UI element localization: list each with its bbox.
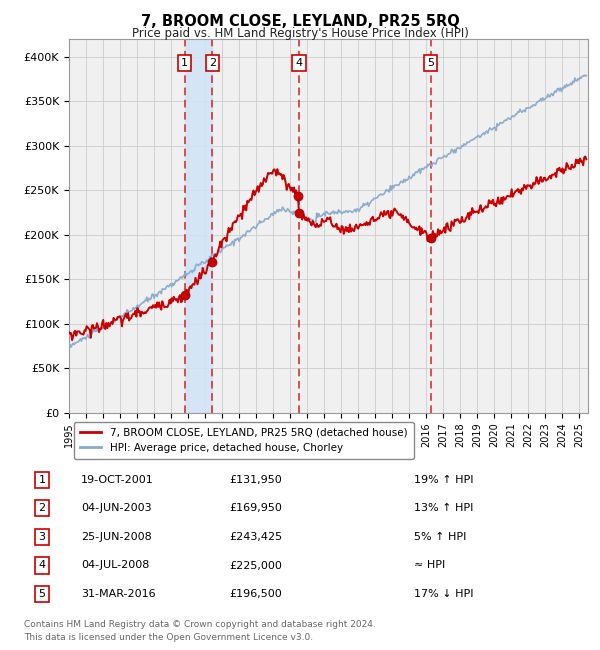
Text: 3: 3 bbox=[38, 532, 46, 542]
Text: 1: 1 bbox=[38, 474, 46, 485]
Text: 25-JUN-2008: 25-JUN-2008 bbox=[81, 532, 152, 542]
Text: 31-MAR-2016: 31-MAR-2016 bbox=[81, 589, 155, 599]
Text: 04-JUN-2003: 04-JUN-2003 bbox=[81, 503, 152, 514]
Text: 5: 5 bbox=[38, 589, 46, 599]
Text: £196,500: £196,500 bbox=[229, 589, 282, 599]
Text: £243,425: £243,425 bbox=[229, 532, 282, 542]
Text: 5% ↑ HPI: 5% ↑ HPI bbox=[414, 532, 466, 542]
Legend: 7, BROOM CLOSE, LEYLAND, PR25 5RQ (detached house), HPI: Average price, detached: 7, BROOM CLOSE, LEYLAND, PR25 5RQ (detac… bbox=[74, 421, 413, 460]
Text: 19% ↑ HPI: 19% ↑ HPI bbox=[414, 474, 473, 485]
Text: 2: 2 bbox=[38, 503, 46, 514]
Text: 2: 2 bbox=[209, 58, 216, 68]
Text: 1: 1 bbox=[181, 58, 188, 68]
Text: 13% ↑ HPI: 13% ↑ HPI bbox=[414, 503, 473, 514]
Text: £131,950: £131,950 bbox=[229, 474, 282, 485]
Text: £225,000: £225,000 bbox=[229, 560, 282, 571]
Text: Contains HM Land Registry data © Crown copyright and database right 2024.: Contains HM Land Registry data © Crown c… bbox=[24, 620, 376, 629]
Text: 19-OCT-2001: 19-OCT-2001 bbox=[81, 474, 154, 485]
Text: Price paid vs. HM Land Registry's House Price Index (HPI): Price paid vs. HM Land Registry's House … bbox=[131, 27, 469, 40]
Text: 4: 4 bbox=[38, 560, 46, 571]
Text: 17% ↓ HPI: 17% ↓ HPI bbox=[414, 589, 473, 599]
Bar bbox=[185, 39, 212, 413]
Text: 04-JUL-2008: 04-JUL-2008 bbox=[81, 560, 149, 571]
Text: 5: 5 bbox=[427, 58, 434, 68]
Text: ≈ HPI: ≈ HPI bbox=[414, 560, 445, 571]
Text: 7, BROOM CLOSE, LEYLAND, PR25 5RQ: 7, BROOM CLOSE, LEYLAND, PR25 5RQ bbox=[140, 14, 460, 29]
Text: 4: 4 bbox=[295, 58, 302, 68]
Text: £169,950: £169,950 bbox=[229, 503, 282, 514]
Text: This data is licensed under the Open Government Licence v3.0.: This data is licensed under the Open Gov… bbox=[24, 633, 313, 642]
